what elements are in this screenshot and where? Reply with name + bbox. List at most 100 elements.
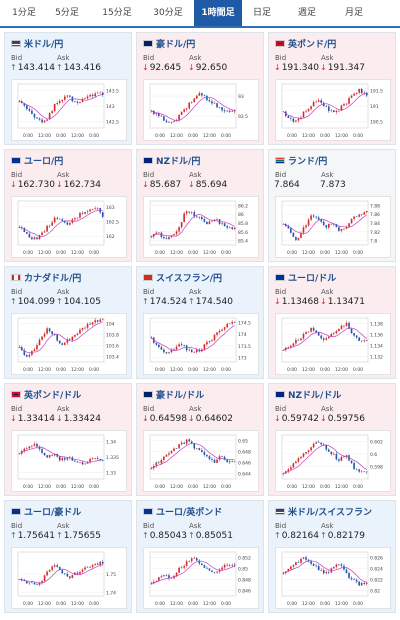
candle-body <box>322 570 325 574</box>
candle-body <box>340 228 343 231</box>
tab-5[interactable]: 日足 <box>252 8 271 18</box>
currency-card[interactable]: 豪ドル/ドル Bid Ask ↓0.64598 ↓0.64602 0.65 0.648 0.6… <box>136 383 264 496</box>
price-chart[interactable]: 0.65 0.648 0.646 0.644 0:00 12:00 0:00 12:00 0:0… <box>143 430 259 492</box>
tab-6[interactable]: 週足 <box>297 8 316 18</box>
chart-frame <box>149 83 237 129</box>
candle-body <box>79 102 81 103</box>
price-chart[interactable]: 1.138 1.136 1.134 1.132 0:00 12:00 0:00 12:00 0:… <box>275 313 391 375</box>
y-tick-label: 7.86 <box>370 212 380 218</box>
currency-card[interactable]: ユーロ/ドル Bid Ask ↓1.13468 ↓1.13471 1.138 1.136 1.… <box>268 266 396 379</box>
price-chart[interactable]: 143.5 143 142.5 0:00 12:00 0:00 12:00 0:00 <box>11 79 127 141</box>
currency-pair-name: ユーロ/英ポンド <box>156 508 223 518</box>
flag-icon <box>275 157 285 164</box>
currency-card[interactable]: 英ポンド/ドル Bid Ask ↓1.33414 ↓1.33424 1.34 1.335 1.… <box>4 383 132 496</box>
candle-body <box>198 560 201 564</box>
up-arrow-icon: ↑ <box>56 297 63 306</box>
tab-2[interactable]: 15分足 <box>102 8 132 18</box>
tab-3[interactable]: 30分足 <box>153 8 183 18</box>
currency-pair-title[interactable]: ランド/円 <box>275 154 327 168</box>
candle-body <box>168 236 170 240</box>
price-chart[interactable]: 86.2 86 85.8 85.6 85.4 0:00 12:00 0:00 12:00 0:00 <box>143 196 259 258</box>
x-tick-label: 0:00 <box>287 484 297 490</box>
candle-body <box>28 354 31 357</box>
x-tick-label: 0:00 <box>155 133 165 139</box>
moving-average-line <box>19 564 103 584</box>
currency-pair-title[interactable]: ユーロ/英ポンド <box>143 505 222 519</box>
price-chart[interactable]: 0.852 0.85 0.848 0.846 0:00 12:00 0:00 12:00 0:0… <box>143 547 259 609</box>
candle-body <box>317 100 320 102</box>
candle-body <box>56 217 59 219</box>
currency-pair-title[interactable]: カナダドル/円 <box>11 271 81 285</box>
currency-pair-title[interactable]: 英ポンド/円 <box>275 37 336 51</box>
currency-pair-title[interactable]: ユーロ/豪ドル <box>11 505 81 519</box>
currency-card[interactable]: 英ポンド/円 Bid Ask ↓191.340 ↓191.347 191.5 191 190.… <box>268 32 396 145</box>
price-chart[interactable]: 0.602 0.6 0.598 0:00 12:00 0:00 12:00 0:00 <box>275 430 391 492</box>
currency-card[interactable]: 米ドル/スイスフラン Bid Ask ↑0.82164 ↑0.82179 0.826 0.8… <box>268 500 396 613</box>
ask-value-text: 7.873 <box>320 180 346 190</box>
tab-1[interactable]: 5分足 <box>55 8 79 18</box>
candle-body <box>231 321 234 324</box>
candle-body <box>302 333 305 339</box>
x-tick-label: 12:00 <box>203 601 216 607</box>
currency-pair-title[interactable]: 米ドル/スイスフラン <box>275 505 372 519</box>
currency-card[interactable]: ユーロ/英ポンド Bid Ask ↑0.85043 ↑0.85051 0.852 0.85 0… <box>136 500 264 613</box>
currency-pair-title[interactable]: スイスフラン/円 <box>143 271 222 285</box>
candle-body <box>180 222 183 228</box>
price-chart[interactable]: 0.826 0.824 0.822 0.82 0:00 12:00 0:00 12:00 0:0… <box>275 547 391 609</box>
candle-body <box>61 343 64 345</box>
currency-pair-title[interactable]: NZドル/円 <box>143 154 200 168</box>
tab-0[interactable]: 1分足 <box>12 8 36 18</box>
currency-pair-title[interactable]: 豪ドル/円 <box>143 37 195 51</box>
candle-body <box>320 100 323 103</box>
x-tick-label: 0:00 <box>23 601 33 607</box>
currency-card[interactable]: ユーロ/豪ドル Bid Ask ↑1.75641 ↑1.75655 1.75 1.74 0:0… <box>4 500 132 613</box>
candle-body <box>81 327 84 330</box>
currency-pair-title[interactable]: 豪ドル/ドル <box>143 388 204 402</box>
price-chart[interactable]: 104 103.8 103.6 103.4 0:00 12:00 0:00 12:00 0:00 <box>11 313 127 375</box>
price-chart[interactable]: 7.88 7.86 7.84 7.82 7.8 0:00 12:00 0:00 12:00 0:0… <box>275 196 391 258</box>
bid-value-text: 0.59742 <box>281 414 319 424</box>
currency-card[interactable]: NZドル/円 Bid Ask ↓85.687 ↓85.694 86.2 86 85.8 85.6… <box>136 149 264 262</box>
currency-card[interactable]: NZドル/ドル Bid Ask ↓0.59742 ↓0.59756 0.602 0.6 0.5… <box>268 383 396 496</box>
candle-body <box>56 334 59 341</box>
price-chart[interactable]: 93 92.5 0:00 12:00 0:00 12:00 0:00 <box>143 79 259 141</box>
price-chart[interactable]: 1.34 1.335 1.33 0:00 12:00 0:00 12:00 0:00 <box>11 430 127 492</box>
price-chart[interactable]: 174.5 174 173.5 173 0:00 12:00 0:00 12:00 0:00 <box>143 313 259 375</box>
price-chart[interactable]: 163 162.5 162 0:00 12:00 0:00 12:00 0:00 <box>11 196 127 258</box>
x-tick-label: 0:00 <box>56 367 66 373</box>
price-chart[interactable]: 191.5 191 190.5 0:00 12:00 0:00 12:00 0:00 <box>275 79 391 141</box>
candle-body <box>320 570 323 571</box>
candle-body <box>168 453 170 455</box>
currency-pair-title[interactable]: ユーロ/ドル <box>275 271 336 285</box>
chart-frame <box>149 551 237 597</box>
candle-body <box>226 110 228 112</box>
candle-body <box>201 563 203 566</box>
y-tick-label: 93 <box>238 94 244 100</box>
candle-body <box>292 343 295 346</box>
candle-body <box>58 456 61 461</box>
bid-value: ↑104.099 <box>10 297 55 307</box>
tab-7[interactable]: 月足 <box>344 8 363 18</box>
currency-card[interactable]: 豪ドル/円 Bid Ask ↓92.645 ↓92.650 93 92.5 0:00 12:00… <box>136 32 264 145</box>
currency-pair-title[interactable]: 米ドル/円 <box>11 37 63 51</box>
currency-card[interactable]: カナダドル/円 Bid Ask ↑104.099 ↑104.105 104 103.8 103… <box>4 266 132 379</box>
candle-body <box>300 232 302 239</box>
currency-card[interactable]: ユーロ/円 Bid Ask ↓162.730 ↓162.734 163 162.5 162 0:… <box>4 149 132 262</box>
tab-4[interactable]: 1時間足 <box>194 0 242 26</box>
y-tick-label: 1.134 <box>370 344 383 350</box>
currency-pair-title[interactable]: 英ポンド/ドル <box>11 388 81 402</box>
ask-label: Ask <box>189 522 202 530</box>
candle-body <box>297 339 300 341</box>
candle-body <box>41 119 43 123</box>
candle-body <box>211 101 213 104</box>
currency-pair-title[interactable]: NZドル/ドル <box>275 388 341 402</box>
y-tick-label: 0.65 <box>238 439 248 445</box>
currency-pair-title[interactable]: ユーロ/円 <box>11 154 63 168</box>
currency-card[interactable]: ランド/円 Bid Ask 7.864 7.873 7.88 7.86 7.84 7.82 7.8… <box>268 149 396 262</box>
candle-body <box>228 461 231 463</box>
bid-label: Bid <box>275 171 287 179</box>
price-chart[interactable]: 1.75 1.74 0:00 12:00 0:00 12:00 0:00 <box>11 547 127 609</box>
currency-card[interactable]: 米ドル/円 Bid Ask ↑143.414 ↑143.416 143.5 143 142.5… <box>4 32 132 145</box>
currency-card[interactable]: スイスフラン/円 Bid Ask ↑174.524 ↑174.540 174.5 174 17… <box>136 266 264 379</box>
currency-pair-name: ランド/円 <box>288 157 328 167</box>
